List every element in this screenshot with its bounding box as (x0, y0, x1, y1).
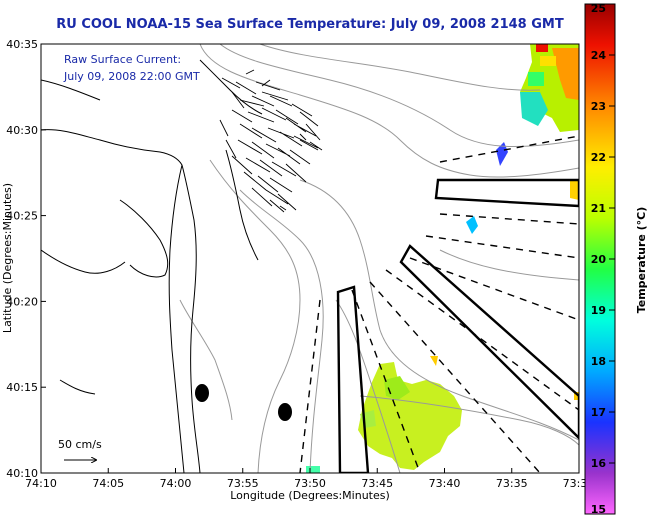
y-axis: 40:35 40:30 40:25 40:20 40:15 40:10 (6, 38, 46, 480)
colorbar-ticks: 25 24 23 22 21 20 19 18 17 16 15 (591, 2, 615, 516)
surface-current-vectors (219, 69, 323, 213)
colorbar-label: Temperature (°C) (635, 207, 648, 314)
x-axis-label: Longitude (Degrees:Minutes) (230, 489, 390, 502)
colorbar-tick-label: 22 (591, 151, 606, 164)
colorbar-tick-label: 21 (591, 202, 606, 215)
current-label-line2: July 09, 2008 22:00 GMT (63, 70, 200, 83)
current-label-line1: Raw Surface Current: (64, 53, 181, 66)
radial-dashed-lines (299, 135, 579, 473)
y-tick-label: 40:20 (6, 295, 38, 308)
colorbar-tick-label: 24 (591, 49, 607, 62)
colorbar-tick-label: 18 (591, 355, 606, 368)
x-tick-label: 73:50 (294, 477, 326, 490)
x-tick-label: 74:00 (160, 477, 192, 490)
x-tick-label: 74:05 (92, 477, 124, 490)
colorbar-tick-label: 25 (591, 2, 606, 15)
colorbar-tick-label: 16 (591, 457, 607, 470)
x-tick-label: 73:35 (496, 477, 528, 490)
colorbar-tick-label: 19 (591, 304, 606, 317)
colorbar-tick-label: 17 (591, 406, 606, 419)
x-tick-label: 74:10 (25, 477, 57, 490)
radar-beam-polygons (336, 178, 579, 473)
bathymetry-contours (179, 44, 579, 473)
station-marker (278, 403, 292, 421)
colorbar: 25 24 23 22 21 20 19 18 17 16 15 Temperature (°C) (584, 2, 648, 516)
map-plot-area (41, 44, 579, 473)
colorbar-tick-label: 15 (591, 503, 606, 516)
colorbar-tick-label: 23 (591, 100, 606, 113)
x-tick-label: 73:45 (361, 477, 393, 490)
sst-patches (306, 44, 579, 473)
x-tick-label: 73:55 (227, 477, 259, 490)
x-axis: 74:10 74:05 74:00 73:55 73:50 73:45 73:40 73:35… (25, 468, 587, 490)
y-tick-label: 40:15 (6, 381, 38, 394)
y-axis-label: Latitude (Degrees:Minutes) (1, 183, 14, 333)
x-tick-label: 73:40 (429, 477, 461, 490)
station-marker (195, 384, 209, 402)
colorbar-tick-label: 20 (591, 253, 607, 266)
y-tick-label: 40:10 (6, 467, 38, 480)
y-tick-label: 40:25 (6, 210, 38, 223)
chart-title: RU COOL NOAA-15 Sea Surface Temperature:… (56, 17, 564, 32)
coastline (41, 59, 263, 473)
scale-label: 50 cm/s (58, 438, 102, 451)
y-tick-label: 40:30 (6, 124, 38, 137)
y-tick-label: 40:35 (6, 38, 38, 51)
x-tick-label: 73:3 (563, 477, 588, 490)
